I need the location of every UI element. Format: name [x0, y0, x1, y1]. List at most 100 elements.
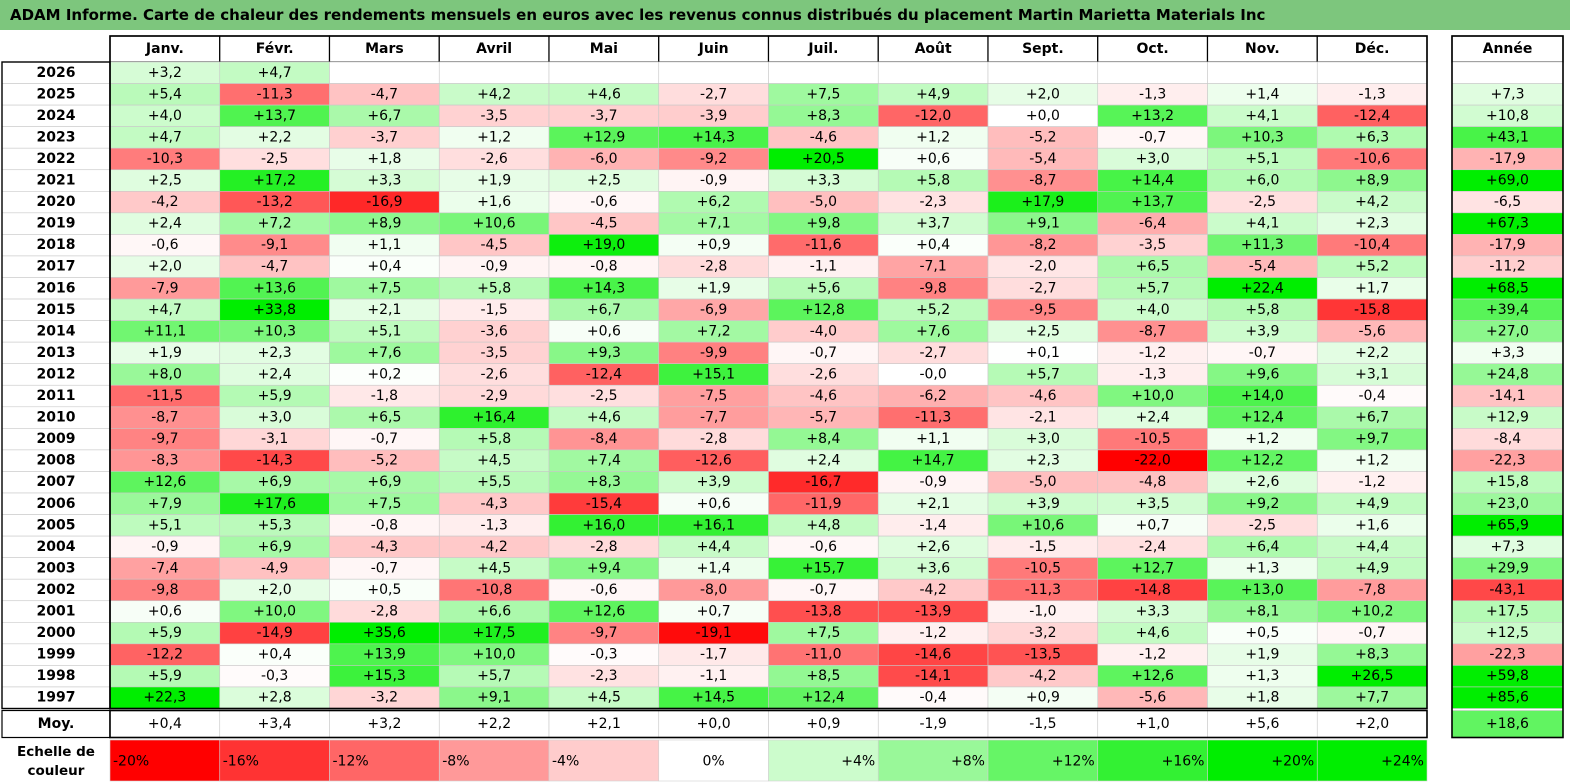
cell-value: +12,4	[802, 690, 845, 706]
cell-value: +1,1	[916, 431, 950, 447]
cell-value: +6,2	[697, 194, 731, 210]
cell-value: +0,2	[367, 366, 401, 382]
cell-value: -2,5	[1249, 194, 1276, 210]
cell-value: +4,7	[148, 129, 182, 145]
column-header: Févr.	[256, 41, 294, 57]
cell-value: -2,3	[590, 668, 617, 684]
row-label: 2019	[37, 216, 76, 232]
row-label: 2023	[37, 129, 76, 145]
scale-label: -8%	[442, 754, 469, 770]
year-value: +27,0	[1486, 323, 1529, 339]
cell-value: -2,5	[261, 151, 288, 167]
cell-value: -4,3	[480, 496, 507, 512]
cell-value: +4,4	[1355, 539, 1389, 555]
cell-value: +0,6	[587, 323, 621, 339]
cell-value: +2,2	[258, 129, 292, 145]
cell-value: -2,5	[1249, 517, 1276, 533]
column-header: Mai	[590, 41, 618, 57]
scale-label: -20%	[113, 754, 149, 770]
cell-value: +17,2	[253, 173, 296, 189]
cell-value: +14,3	[582, 280, 625, 296]
cell-value: -3,7	[590, 108, 617, 124]
cell-value: +4,7	[148, 302, 182, 318]
cell-value: +5,2	[1355, 259, 1389, 275]
cell-value: -1,3	[1139, 366, 1166, 382]
cell-value: +4,1	[1245, 216, 1279, 232]
cell-value: -12,4	[586, 366, 622, 382]
year-value: +15,8	[1486, 474, 1529, 490]
cell-value: -6,2	[919, 388, 946, 404]
cell-value: +10,3	[1241, 129, 1284, 145]
year-value: +23,0	[1486, 496, 1529, 512]
cell-value: +16,4	[473, 410, 516, 426]
cell-value: +3,6	[916, 560, 950, 576]
cell-value: -1,5	[1029, 539, 1056, 555]
cell-value: -22,0	[1135, 453, 1171, 469]
cell-value: -0,6	[590, 194, 617, 210]
row-label: 2009	[37, 431, 76, 447]
column-header: Avril	[476, 41, 512, 57]
cell-value: -0,9	[700, 173, 727, 189]
cell-value: +0,4	[367, 259, 401, 275]
cell-value: +17,5	[473, 625, 516, 641]
cell-value: -4,8	[1139, 474, 1166, 490]
cell-value: -4,6	[1029, 388, 1056, 404]
cell-value: +0,1	[1026, 345, 1060, 361]
cell-value: -6,0	[590, 151, 617, 167]
row-label: 2015	[37, 302, 76, 318]
year-value: -6,5	[1494, 194, 1521, 210]
cell-value: +8,3	[806, 108, 840, 124]
heatmap-cell	[548, 61, 660, 84]
cell-value: -9,7	[590, 625, 617, 641]
average-cell	[548, 710, 660, 738]
scale-label: +12%	[1052, 754, 1095, 770]
cell-value: +33,8	[253, 302, 296, 318]
row-label: 2002	[37, 582, 76, 598]
cell-value: -12,4	[1354, 108, 1390, 124]
cell-value: +4,0	[1136, 302, 1170, 318]
cell-value: -4,9	[261, 560, 288, 576]
cell-value: -9,1	[261, 237, 288, 253]
cell-value: +5,8	[916, 173, 950, 189]
cell-value: -3,5	[1139, 237, 1166, 253]
cell-value: -8,4	[590, 431, 617, 447]
cell-value: +19,0	[582, 237, 625, 253]
scale-label: +16%	[1162, 754, 1205, 770]
cell-value: -10,3	[147, 151, 183, 167]
heatmap-cell	[438, 61, 550, 84]
cell-value: +14,7	[912, 453, 955, 469]
cell-value: -0,7	[371, 431, 398, 447]
cell-value: -5,2	[371, 453, 398, 469]
cell-value: -11,0	[805, 647, 841, 663]
cell-value: +13,7	[1131, 194, 1174, 210]
year-value: +24,8	[1486, 366, 1529, 382]
cell-value: +2,1	[916, 496, 950, 512]
heatmap-cell	[1207, 61, 1318, 84]
column-header: Juil.	[807, 41, 838, 57]
cell-value: +1,2	[1355, 453, 1389, 469]
average-value: -1,9	[919, 716, 946, 732]
cell-value: -5,6	[1139, 690, 1166, 706]
cell-value: +0,7	[697, 604, 731, 620]
cell-value: -2,3	[919, 194, 946, 210]
cell-value: -13,5	[1025, 647, 1061, 663]
page-title: ADAM Informe. Carte de chaleur des rende…	[0, 0, 1570, 30]
cell-value: +3,9	[1245, 323, 1279, 339]
cell-value: +5,8	[477, 431, 511, 447]
average-border	[109, 709, 1428, 739]
cell-value: +5,8	[477, 280, 511, 296]
cell-value: +10,0	[1131, 388, 1174, 404]
cell-value: +5,5	[477, 474, 511, 490]
cell-value: -10,5	[1025, 560, 1061, 576]
year-column-header: Année	[1483, 41, 1533, 57]
cell-value: +12,8	[802, 302, 845, 318]
cell-value: -11,3	[915, 410, 951, 426]
cell-value: +2,5	[148, 173, 182, 189]
cell-value: -14,9	[257, 625, 293, 641]
year-value: -11,2	[1489, 259, 1525, 275]
cell-value: +4,2	[1355, 194, 1389, 210]
cell-value: -2,8	[371, 604, 398, 620]
cell-value: -6,4	[1139, 216, 1166, 232]
scale-swatch	[1316, 739, 1428, 782]
